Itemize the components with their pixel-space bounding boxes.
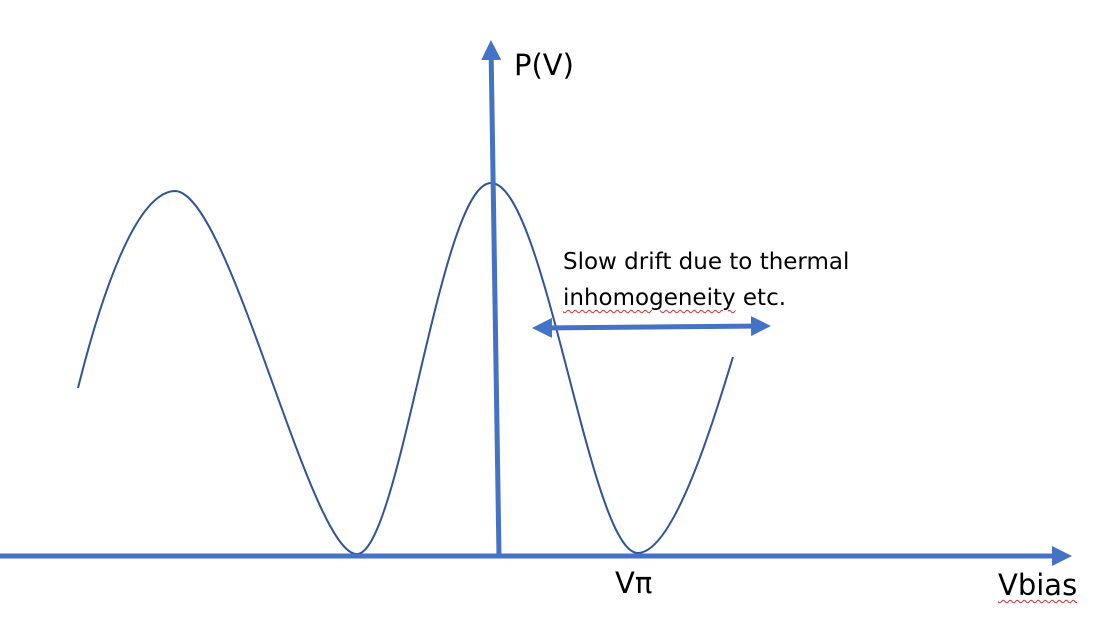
annotation-line1: Slow drift due to thermal	[563, 249, 850, 275]
annotation-line2: inhomogeneity etc.	[563, 280, 849, 316]
y-axis	[481, 40, 502, 557]
y-axis-label: P(V)	[514, 48, 574, 82]
annotation-spellcheck-word: inhomogeneity	[563, 285, 736, 311]
x-axis-label: Vbias	[998, 568, 1078, 602]
transfer-curve	[77, 181, 734, 556]
vpi-label: Vπ	[615, 566, 653, 600]
annotation-line2-rest: etc.	[735, 285, 787, 311]
drift-double-arrow	[532, 316, 771, 338]
drift-annotation: Slow drift due to thermal inhomogeneity …	[563, 244, 849, 316]
